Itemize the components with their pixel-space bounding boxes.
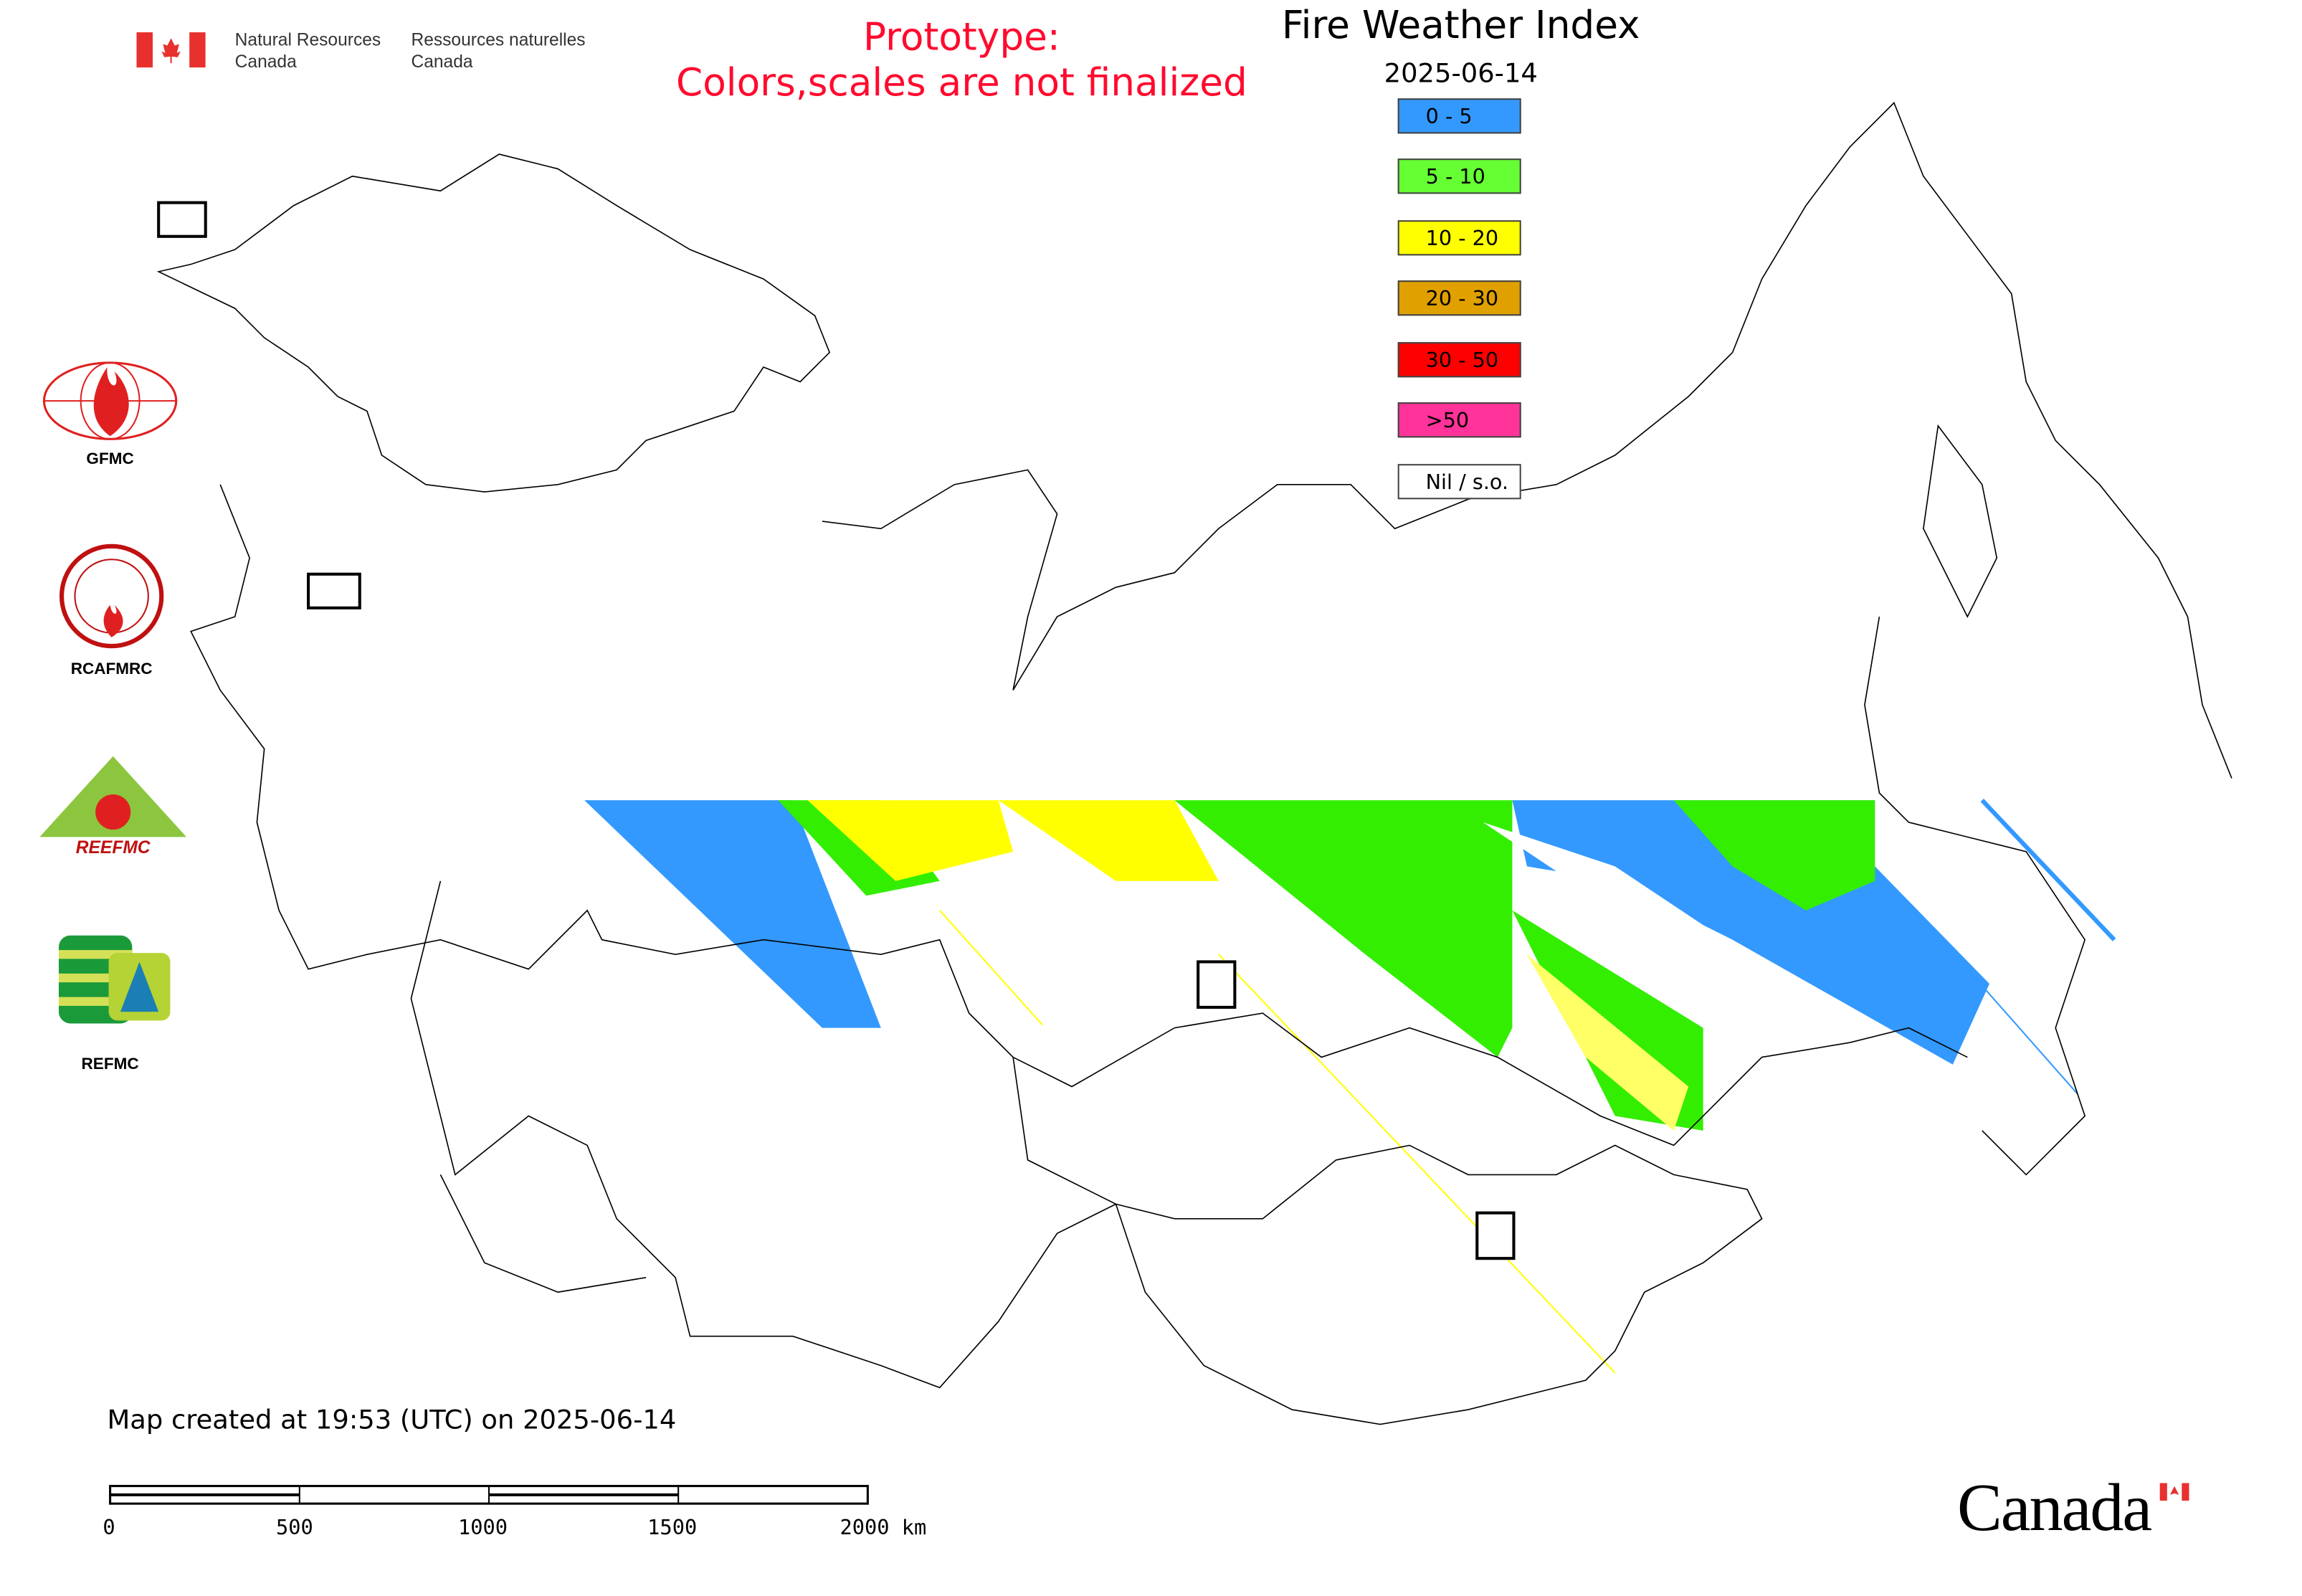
- fwi-zone-green-northeast: [1673, 800, 1875, 911]
- map-created-timestamp: Map created at 19:53 (UTC) on 2025-06-14: [107, 1405, 677, 1436]
- scale-label-500: 500: [276, 1516, 313, 1541]
- scandinavia-outline: [156, 153, 831, 493]
- kamchatka-outline: [1923, 424, 1998, 618]
- gfmc-logo-icon: [42, 361, 178, 440]
- map-title: Fire Weather Index: [1281, 4, 1640, 49]
- legend-item-10-20: 10 - 20: [1397, 220, 1521, 256]
- fwi-zone-white-gap: [1483, 822, 1703, 926]
- fwi-zone-blue-west: [584, 800, 881, 1028]
- fwi-streak: [1980, 799, 2116, 941]
- fwi-zone-yellow-east: [1526, 954, 1689, 1131]
- russia-pacific-coast: [1864, 617, 2086, 1176]
- rcafmrc-logo-icon: [59, 543, 164, 649]
- canada-wordmark: Canada: [1956, 1468, 2152, 1547]
- scale-label-0: 0: [103, 1516, 115, 1541]
- scale-label-2000: 2000 km: [840, 1516, 927, 1541]
- fwi-streak: [1218, 954, 1616, 1374]
- russia-north-coast: [822, 101, 2232, 779]
- refmc-label: REFMC: [81, 1055, 139, 1074]
- legend-item-over-50: >50: [1397, 402, 1521, 438]
- scale-bar: [109, 1485, 869, 1505]
- rcafmrc-label: RCAFMRC: [70, 660, 153, 679]
- gfmc-location-marker[interactable]: [157, 201, 207, 238]
- nrcan-fr-line2: Canada: [411, 51, 473, 72]
- kazakhstan-outline: [410, 880, 1116, 1389]
- nrcan-name-en: Natural Resources Canada: [235, 29, 381, 73]
- scale-label-1500: 1500: [647, 1516, 698, 1541]
- legend-item-nil: Nil / s.o.: [1397, 464, 1521, 500]
- reefmc-location-marker[interactable]: [307, 572, 361, 609]
- legend-item-20-30: 20 - 30: [1397, 280, 1521, 316]
- reefmc-logo-icon: [39, 756, 189, 853]
- fwi-zone-yellow-central: [998, 800, 1219, 881]
- refmc-logo-icon: [58, 935, 171, 1024]
- mongolia-outline: [1012, 1057, 1763, 1425]
- central-asia-outline: [439, 1174, 647, 1293]
- prototype-disclaimer: Colors,scales are not finalized: [676, 62, 1247, 106]
- fwi-streak: [938, 910, 1043, 1026]
- scale-label-1000: 1000: [457, 1516, 508, 1541]
- reefmc-label: REEFMC: [75, 837, 151, 858]
- prototype-notice: Prototype:: [863, 16, 1060, 60]
- canada-flag-icon: [136, 32, 206, 68]
- map-date: 2025-06-14: [1384, 58, 1538, 90]
- legend-item-5-10: 5 - 10: [1397, 158, 1521, 194]
- legend-item-30-50: 30 - 50: [1397, 342, 1521, 378]
- canada-wordmark-flag-icon: [2159, 1483, 2189, 1501]
- rcafmrc-location-marker[interactable]: [1475, 1211, 1516, 1260]
- gfmc-label: GFMC: [86, 450, 134, 469]
- nrcan-en-line2: Canada: [234, 51, 297, 72]
- nrcan-fr-line1: Ressources naturelles: [411, 29, 586, 50]
- fwi-zone-yellow-west: [807, 800, 1014, 881]
- legend-item-0-5: 0 - 5: [1397, 98, 1521, 134]
- nrcan-name-fr: Ressources naturelles Canada: [411, 29, 585, 73]
- refmc-location-marker[interactable]: [1197, 960, 1237, 1009]
- fwi-zone-green-central: [1174, 800, 1513, 1058]
- fwi-raster: [584, 799, 2116, 1374]
- country-boundaries: [156, 101, 2232, 1425]
- russia-south-border: [1012, 1012, 1968, 1146]
- fwi-streak: [1966, 969, 2078, 1095]
- russia-europe-outline: [190, 484, 1014, 1058]
- canada-wordmark-text: Canada: [1956, 1470, 2152, 1545]
- nrcan-en-line1: Natural Resources: [234, 29, 381, 50]
